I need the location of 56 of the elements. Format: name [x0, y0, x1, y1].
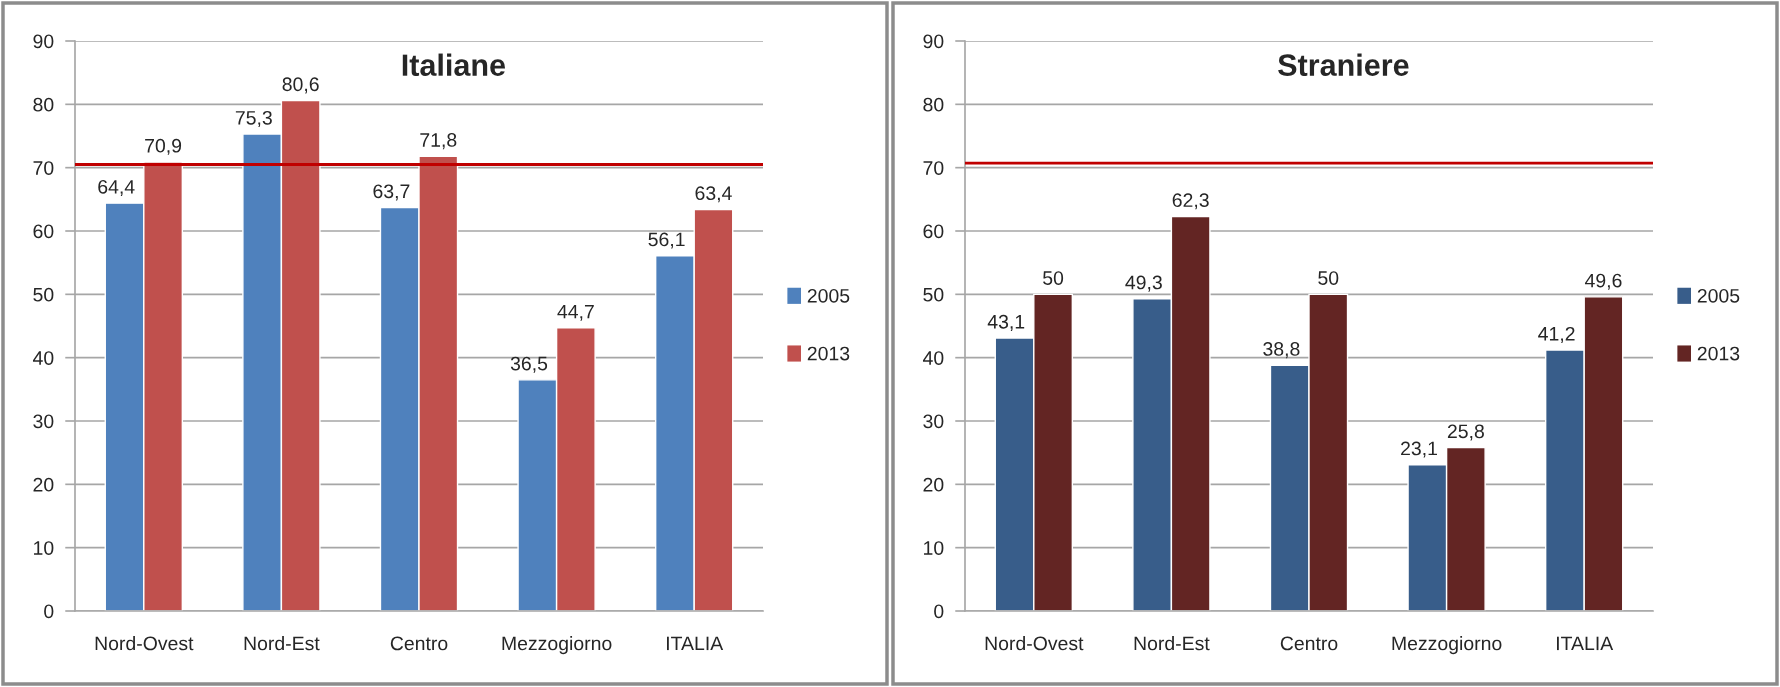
data-label: 63,7: [373, 184, 410, 201]
data-label: 63,4: [695, 186, 732, 203]
x-tick-label: ITALIA: [1557, 636, 1614, 651]
x-tick-label: Nord-Est: [1134, 636, 1210, 651]
chart-title: Straniere: [1278, 53, 1409, 76]
data-label: 75,3: [235, 110, 272, 127]
y-tick-label: 0: [44, 604, 54, 619]
y-tick-label: 90: [33, 34, 54, 49]
y-tick-label: 10: [924, 541, 944, 555]
y-tick-label: 70: [923, 161, 944, 175]
y-tick-label: 0: [934, 604, 944, 619]
x-tick-label: Nord-Est: [244, 636, 320, 651]
legend-label: 2013: [807, 346, 850, 361]
y-tick-label: 80: [923, 97, 944, 112]
x-tick-label: Nord-Ovest: [985, 636, 1084, 651]
data-label: 49,6: [1584, 273, 1622, 290]
y-tick-label: 60: [923, 224, 944, 239]
data-label: 71,8: [420, 133, 457, 150]
data-label: 80,6: [282, 77, 319, 94]
y-tick-label: 30: [923, 414, 944, 429]
y-tick-label: 20: [33, 477, 54, 492]
legend-label: 2005: [807, 288, 850, 303]
data-label: 43,1: [987, 314, 1025, 331]
data-label: 49,3: [1125, 275, 1162, 292]
data-label: 50: [1318, 271, 1339, 285]
x-tick-label: Centro: [1280, 636, 1338, 651]
x-tick-label: Mezzogiorno: [502, 636, 612, 655]
x-tick-label: Nord-Ovest: [95, 636, 194, 651]
data-label: 23,1: [1401, 441, 1437, 458]
data-label: 50: [1043, 271, 1064, 285]
data-label: 44,7: [557, 304, 594, 321]
legend-label: 2013: [1697, 346, 1740, 361]
y-tick-label: 50: [923, 287, 944, 302]
data-label: 56,1: [648, 232, 685, 249]
legend-label: 2005: [1697, 288, 1740, 303]
y-tick-label: 30: [33, 414, 54, 429]
x-tick-label: ITALIA: [667, 636, 724, 651]
y-tick-label: 20: [923, 477, 944, 492]
y-tick-label: 90: [923, 34, 944, 49]
data-label: 25,8: [1447, 424, 1484, 441]
y-tick-label: 60: [33, 224, 54, 239]
data-label: 70,9: [145, 138, 182, 155]
y-tick-label: 10: [34, 541, 54, 555]
y-tick-label: 40: [32, 351, 54, 365]
data-label: 64,4: [98, 179, 135, 197]
y-tick-label: 80: [33, 97, 54, 112]
y-tick-label: 50: [33, 287, 54, 302]
data-label: 62,3: [1172, 193, 1209, 210]
x-tick-label: Mezzogiorno: [1392, 636, 1502, 655]
data-label: 38,8: [1263, 342, 1300, 359]
x-tick-label: Centro: [390, 636, 448, 651]
y-tick-label: 40: [922, 351, 944, 365]
data-label: 41,2: [1538, 326, 1575, 343]
y-tick-label: 70: [33, 161, 54, 175]
chart-title: Italiane: [402, 53, 506, 76]
data-label: 36,5: [510, 356, 548, 373]
